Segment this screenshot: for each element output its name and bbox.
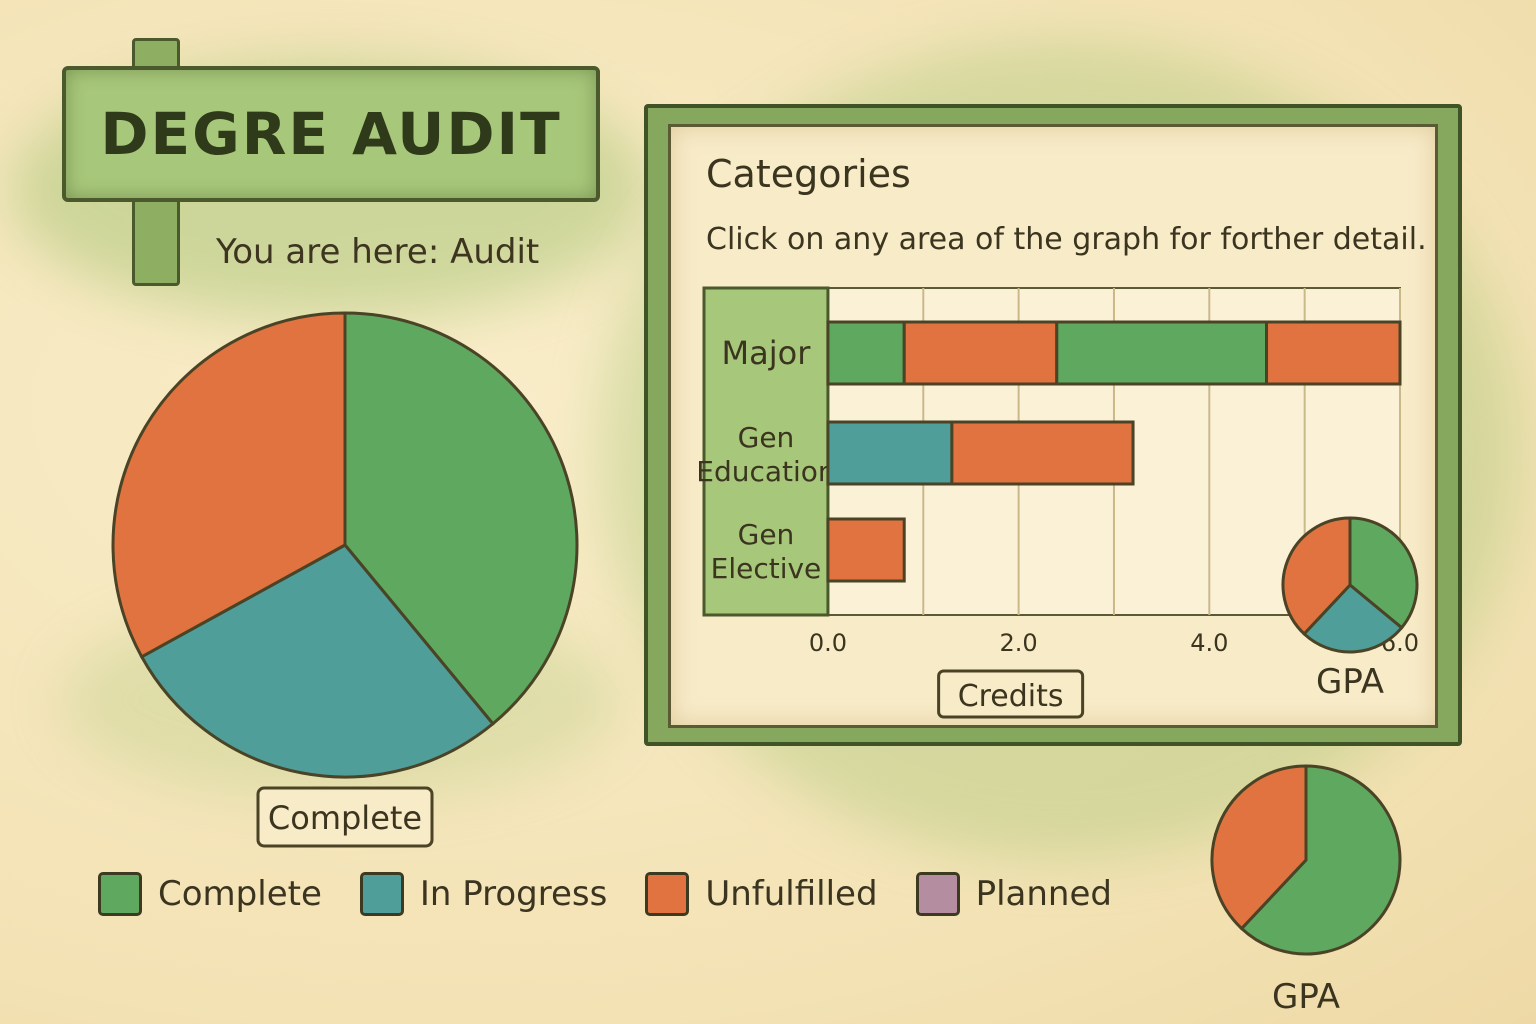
legend-item-in-progress: In Progress bbox=[359, 872, 608, 916]
gpa-pie-small-slice-complete[interactable] bbox=[1348, 516, 1419, 630]
legend-swatch bbox=[98, 872, 142, 916]
bar-segment-complete[interactable] bbox=[826, 320, 906, 386]
legend-label: Complete bbox=[158, 874, 322, 914]
bar-segment-unfulfilled[interactable] bbox=[826, 517, 906, 583]
complete-pie-slice-in-progress[interactable] bbox=[139, 543, 495, 779]
category-label: Elective bbox=[711, 552, 822, 585]
gpa-label: GPA bbox=[1316, 662, 1384, 702]
bar-segment-unfulfilled[interactable] bbox=[1265, 320, 1402, 386]
legend: Complete In Progress Unfulfilled Planned bbox=[98, 872, 1150, 916]
category-label: Major bbox=[722, 334, 812, 372]
gpa-label-bottom: GPA bbox=[1272, 977, 1340, 1017]
complete-pie-chart[interactable]: Complete bbox=[70, 280, 630, 860]
x-axis-label-box bbox=[937, 669, 1085, 719]
x-tick-label: 4.0 bbox=[1190, 629, 1228, 657]
breadcrumb[interactable]: You are here: Audit bbox=[216, 232, 540, 272]
category-label: Gen bbox=[738, 421, 795, 454]
gpa-pie-small-slice-unfulfilled[interactable] bbox=[1281, 516, 1352, 636]
category-axis-band bbox=[702, 286, 830, 617]
category-label: Gen bbox=[738, 518, 795, 551]
legend-swatch bbox=[915, 872, 960, 916]
legend-label: In Progress bbox=[419, 874, 608, 914]
pie-label: Complete bbox=[268, 799, 422, 837]
pie-label-box bbox=[256, 786, 434, 848]
bar-segment-unfulfilled[interactable] bbox=[902, 320, 1059, 386]
x-axis-label: Credits bbox=[958, 679, 1064, 714]
bar-segment-complete[interactable] bbox=[1055, 320, 1269, 386]
panel-title: Categories bbox=[706, 152, 911, 196]
bar-segment-in-progress[interactable] bbox=[826, 420, 954, 486]
bar-segment-unfulfilled[interactable] bbox=[950, 420, 1135, 486]
legend-label: Planned bbox=[975, 874, 1112, 914]
legend-label: Unfulfilled bbox=[705, 874, 878, 914]
legend-item-complete: Complete bbox=[98, 872, 322, 916]
x-tick-label: 2.0 bbox=[1000, 629, 1038, 657]
complete-pie-slice-unfulfilled[interactable] bbox=[111, 311, 347, 659]
legend-item-unfulfilled: Unfulfilled bbox=[645, 872, 878, 916]
page-title: DEGRE AUDIT bbox=[100, 100, 562, 168]
gpa-pie-chart-small[interactable]: GPA bbox=[1265, 495, 1435, 705]
legend-swatch bbox=[645, 872, 690, 916]
gpa-pie-small-slice-in-progress[interactable] bbox=[1302, 582, 1404, 654]
gpa-pie-chart[interactable]: GPA bbox=[1196, 750, 1416, 1020]
complete-pie-slice-complete[interactable] bbox=[343, 311, 579, 726]
title-sign: DEGRE AUDIT bbox=[62, 66, 600, 202]
panel-instructions: Click on any area of the graph for forth… bbox=[706, 222, 1427, 257]
legend-swatch bbox=[359, 872, 404, 916]
x-tick-label: 0.0 bbox=[809, 629, 847, 657]
gpa-pie-slice-complete[interactable] bbox=[1239, 764, 1402, 956]
category-label: Education bbox=[696, 455, 835, 488]
legend-item-planned: Planned bbox=[915, 872, 1112, 916]
gpa-pie-slice-unfulfilled[interactable] bbox=[1210, 764, 1308, 931]
